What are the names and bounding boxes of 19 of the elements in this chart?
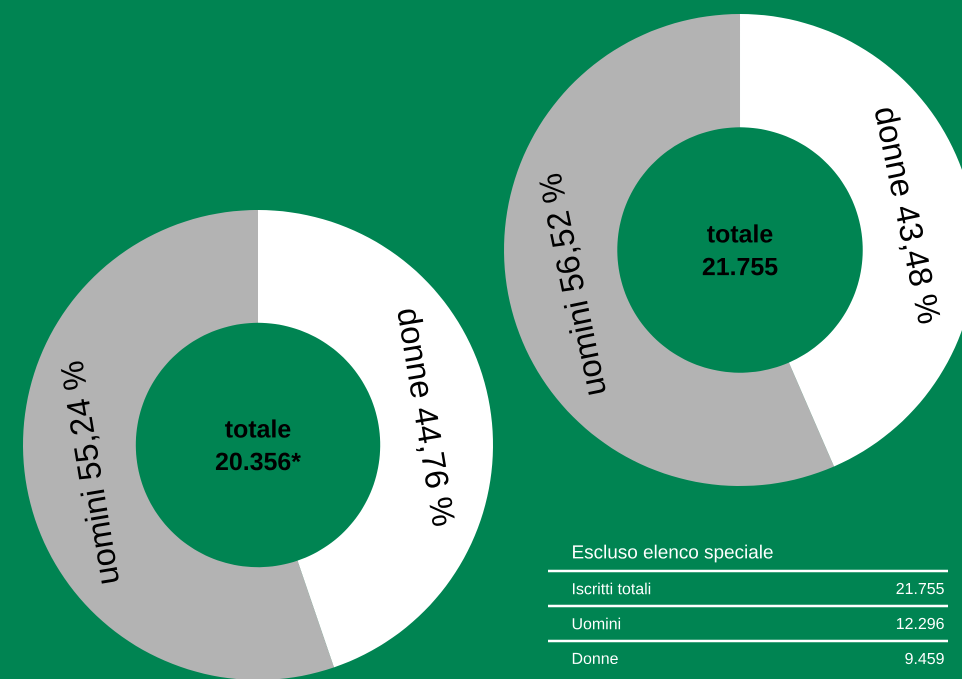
slice-label: uomini (80, 490, 119, 584)
slice-label: donne (875, 108, 909, 196)
data-label: 55,24 % (60, 361, 101, 480)
category-label: Donne (572, 652, 618, 664)
text: totale (707, 224, 772, 243)
slice-label: donne (398, 309, 428, 398)
data-label: 43,48 % (897, 206, 940, 324)
data-label: 56,52 % (539, 174, 584, 292)
text: totale (225, 419, 290, 438)
slice-label: uomini (564, 300, 606, 395)
category-label: Iscritti totali (572, 582, 650, 594)
data-label: 9.459 (905, 652, 944, 664)
data-label: 44,76 % (415, 408, 455, 526)
data-label: 21.755 (896, 582, 944, 594)
data-label: 12.296 (896, 618, 944, 630)
text: 20.356* (216, 452, 301, 470)
text: 21.755 (702, 258, 778, 276)
text: Escluso elenco speciale (573, 544, 773, 562)
category-label: Uomini (572, 618, 620, 630)
